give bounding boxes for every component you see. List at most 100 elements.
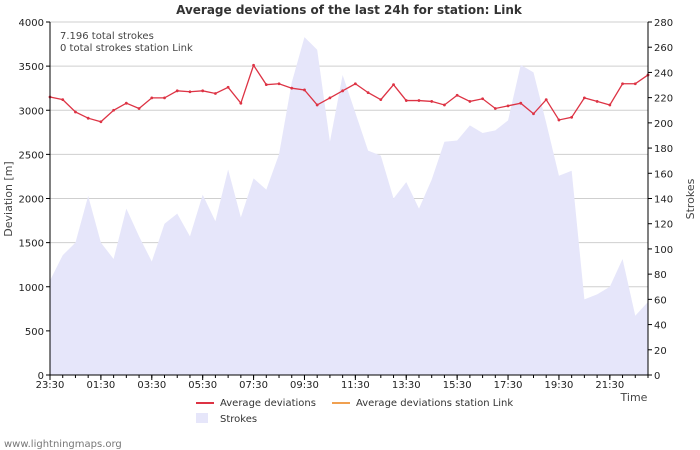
average-deviations-point [112,108,116,112]
average-deviations-point [61,98,65,102]
average-deviations-point [557,118,561,122]
y2-tick-label: 100 [654,245,673,256]
x-tick-label: 17:30 [494,380,523,391]
average-deviations-point [277,82,281,86]
average-deviations-point [175,89,179,93]
average-deviations-point [226,85,230,89]
legend: Average deviations Average deviations st… [196,398,513,425]
total-strokes-note: 7.196 total strokes [60,31,154,42]
legend-average-deviations: Average deviations [220,398,316,409]
axes: 0 500 1000 1500 2000 2500 3000 3500 4000 0 20 40 60 8… [19,18,674,391]
y2-tick-label: 20 [654,346,667,357]
average-deviations-point [74,110,77,114]
average-deviations-point [570,115,574,119]
average-deviations-point [163,96,166,100]
y-tick-label: 500 [25,327,44,338]
x-tick-label: 11:30 [341,380,370,391]
y2-tick-label: 240 [654,68,673,79]
average-deviations-point [506,104,510,108]
y-tick-label: 0 [38,371,44,382]
average-deviations-point [379,98,383,102]
average-deviations-point [99,120,103,124]
average-deviations-line [49,63,649,123]
y2-tick-label: 200 [654,119,673,130]
average-deviations-point [150,96,154,100]
average-deviations-point [582,96,586,100]
x-tick-label: 19:30 [545,380,574,391]
x-tick-label: 03:30 [137,380,166,391]
y-axis-label: Deviation [m] [2,161,15,236]
legend-strokes: Strokes [220,414,257,425]
average-deviations-point [303,88,306,92]
average-deviations-point [214,92,217,95]
average-deviations-point [532,112,535,116]
average-deviations-point [315,103,319,107]
x-tick-label: 05:30 [188,380,217,391]
y2-tick-label: 0 [654,371,660,382]
chart-title: Average deviations of the last 24h for s… [176,3,523,17]
average-deviations-point [544,98,548,102]
average-deviations-point [621,82,624,86]
average-deviations-point [86,116,90,120]
y-tick-label: 2000 [19,195,44,206]
footer-credit: www.lightningmaps.org [4,439,122,450]
average-deviations-point [392,83,395,87]
average-deviations-point [239,101,243,105]
y-tick-label: 3500 [19,62,44,73]
y2-tick-label: 60 [654,295,667,306]
x-tick-label: 09:30 [290,380,319,391]
y2-tick-label: 220 [654,94,673,105]
x-tick-label: 21:30 [595,380,624,391]
strokes-series [50,37,648,375]
x-tick-label: 15:30 [443,380,472,391]
x-tick-label: 01:30 [86,380,115,391]
y-tick-label: 3000 [19,106,44,117]
y-tick-label: 1000 [19,283,44,294]
average-deviations-point [137,107,141,110]
x-tick-label: 07:30 [239,380,268,391]
average-deviations-point [455,93,459,97]
y2-tick-label: 140 [654,195,673,206]
average-deviations-point [417,99,421,102]
y2-tick-label: 80 [654,270,667,281]
average-deviations-point [404,99,408,102]
legend-average-deviations-station: Average deviations station Link [356,398,513,409]
average-deviations-point [595,100,599,103]
x-tick-label: 13:30 [392,380,421,391]
average-deviations-point [264,83,268,87]
y2-tick-label: 180 [654,144,673,155]
average-deviations-point [328,96,332,100]
average-deviations-point [519,101,523,105]
y2-tick-label: 280 [654,18,673,29]
y-tick-label: 4000 [19,18,44,29]
y2-tick-label: 260 [654,43,673,54]
average-deviations-point [468,100,472,103]
average-deviations-point [443,103,446,107]
average-deviations-series [48,63,650,124]
average-deviations-point [481,97,484,101]
station-strokes-note: 0 total strokes station Link [60,43,193,54]
average-deviations-point [366,91,370,94]
average-deviations-point [633,82,637,86]
average-deviations-point [493,107,497,110]
average-deviations-point [341,89,345,93]
y2-tick-label: 40 [654,321,667,332]
average-deviations-point [201,89,205,93]
average-deviations-point [188,90,192,94]
x-tick-label: 23:30 [36,380,65,391]
legend-strokes-swatch [196,413,208,423]
y2-tick-label: 120 [654,220,673,231]
average-deviations-point [290,86,294,90]
average-deviations-point [252,63,255,67]
average-deviations-point [124,101,128,105]
y-tick-label: 2500 [19,150,44,161]
average-deviations-point [430,100,434,103]
y2-axis-label: Strokes [684,178,697,219]
strokes-area [50,37,648,375]
average-deviations-point [353,82,357,86]
average-deviations-point [608,103,612,107]
y-tick-label: 1500 [19,239,44,250]
x-axis-label: Time [620,391,648,404]
y2-tick-label: 160 [654,169,673,180]
